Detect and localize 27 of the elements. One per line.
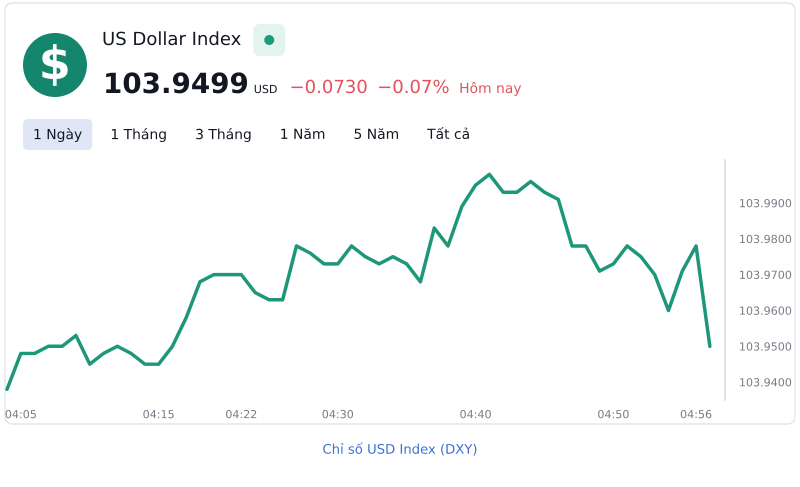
text: −0.07% — [379, 80, 449, 94]
y-tick-label: 103.9600 — [740, 306, 792, 315]
text: 103.9499 — [106, 72, 248, 94]
y-tick-label: 103.9800 — [740, 234, 792, 244]
y-tick-label: 103.9400 — [740, 378, 792, 386]
text: 1 Ngày — [34, 128, 82, 142]
text: 1 Tháng — [112, 128, 166, 142]
text: Tất cả — [427, 127, 469, 140]
text: 5 Năm — [354, 128, 398, 140]
y-tick-label: 103.9900 — [740, 198, 792, 208]
x-tick-label: 04:22 — [226, 410, 256, 418]
y-tick-label: 103.9700 — [740, 270, 792, 280]
text: 3 Tháng — [196, 128, 251, 142]
text: Chỉ số USD Index (DXY) — [323, 442, 476, 456]
text: Hôm nay — [460, 82, 522, 96]
line-series — [5, 172, 712, 391]
y-tick-label: 103.9500 — [740, 342, 792, 351]
x-tick-label: 04:40 — [460, 410, 491, 418]
x-tick-label: 04:56 — [680, 410, 712, 418]
text: USD — [254, 84, 277, 94]
x-tick-label: 04:05 — [6, 410, 36, 418]
x-tick-label: 04:50 — [598, 410, 629, 418]
chart-title: US Dollar Index — [104, 31, 241, 46]
text: 1 Năm — [281, 128, 324, 140]
x-tick-label: 04:30 — [322, 410, 354, 418]
text: −0.0730 — [291, 80, 367, 94]
x-tick-label: 04:15 — [143, 410, 174, 418]
